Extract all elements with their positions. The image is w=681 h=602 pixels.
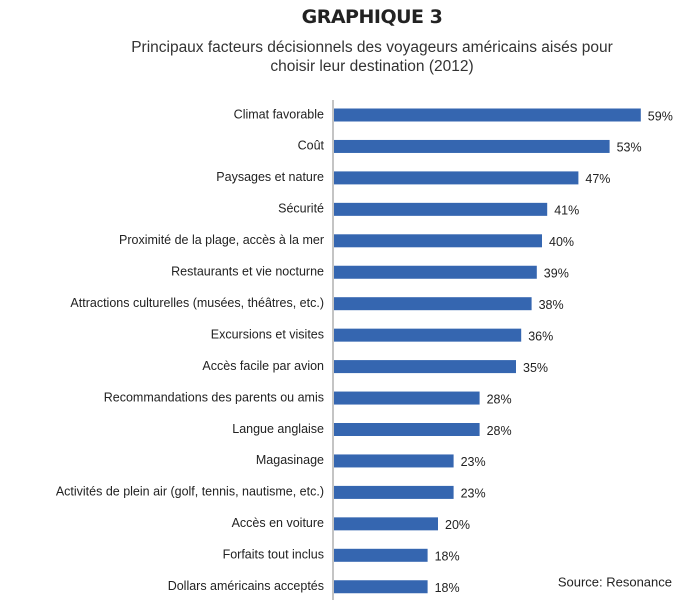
value-label: 35% [523,361,548,375]
y-tick-label: Proximité de la plage, accès à la mer [119,233,324,247]
bar [334,580,428,594]
bar [334,328,522,342]
bar [334,548,428,562]
bar [334,171,579,185]
bar [334,391,480,405]
chart-subtitle: Principaux facteurs décisionnels des voy… [131,39,613,75]
bar [334,485,454,499]
y-tick-label: Activités de plein air (golf, tennis, na… [56,485,324,499]
y-tick-label: Accès en voiture [232,516,324,530]
value-label: 39% [544,267,569,281]
y-tick-label: Attractions culturelles (musées, théâtre… [70,296,324,310]
y-tick-label: Climat favorable [234,107,324,121]
value-label: 18% [435,581,460,595]
y-tick-label: Dollars américains acceptés [168,579,324,593]
value-label: 59% [648,109,673,123]
bar [334,265,537,279]
y-tick-label: Coût [298,139,325,153]
value-label: 20% [445,518,470,532]
y-tick-label: Langue anglaise [232,422,324,436]
bar [334,297,532,311]
y-tick-label: Sécurité [278,202,324,216]
y-tick-label: Recommandations des parents ou amis [104,390,324,404]
value-label: 28% [487,424,512,438]
bar [334,454,454,468]
source-note: Source: Resonance [558,574,672,589]
y-tick-label: Paysages et nature [216,170,324,184]
value-label: 47% [585,172,610,186]
y-tick-label: Restaurants et vie nocturne [171,265,324,279]
value-label: 38% [539,298,564,312]
bar [334,234,542,248]
y-tick-label: Magasinage [256,453,324,467]
bar [334,517,438,531]
value-label: 18% [435,550,460,564]
bar [334,139,610,153]
bar [334,108,641,122]
value-label: 36% [528,329,553,343]
y-tick-label: Accès facile par avion [202,359,324,373]
bar [334,423,480,436]
value-label: 40% [549,235,574,249]
bar [334,360,516,374]
value-label: 53% [617,141,642,155]
bar [334,202,548,216]
value-label: 41% [554,204,579,218]
y-tick-label: Forfaits tout inclus [223,548,324,562]
y-tick-label: Excursions et visites [211,327,324,341]
value-label: 23% [461,455,486,469]
chart-title: GRAPHIQUE 3 [301,6,443,28]
value-label: 28% [487,392,512,406]
value-label: 23% [461,487,486,501]
